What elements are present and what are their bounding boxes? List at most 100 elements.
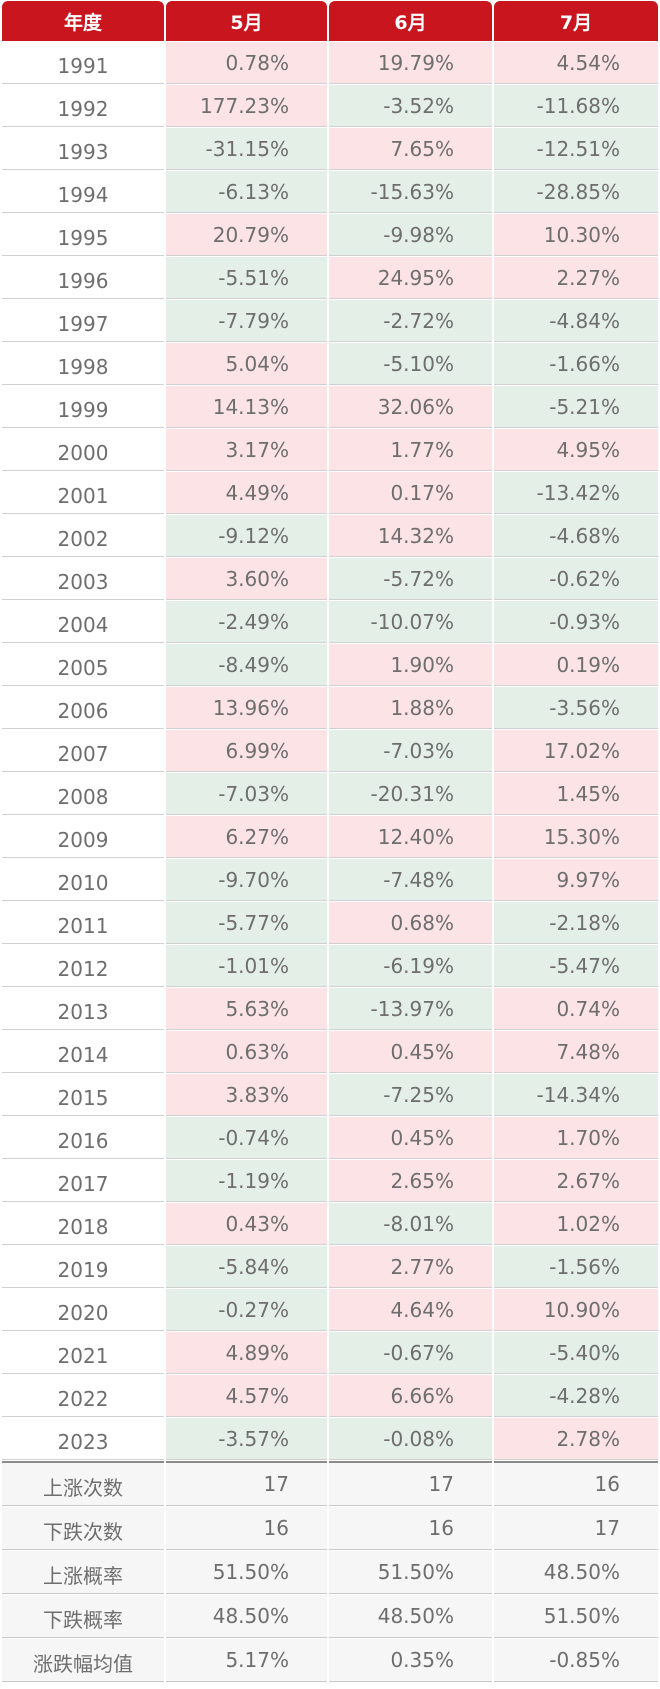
return-cell: -8.49% <box>166 644 327 686</box>
return-cell: -0.08% <box>329 1418 492 1460</box>
table-row: 2013 5.63% -13.97% 0.74% <box>2 988 658 1030</box>
return-cell: 3.17% <box>166 429 327 471</box>
summary-value: 16 <box>329 1507 492 1550</box>
year-cell: 2016 <box>2 1117 164 1159</box>
table-row: 2012 -1.01% -6.19% -5.47% <box>2 945 658 987</box>
return-cell: 0.45% <box>329 1117 492 1159</box>
year-cell: 1992 <box>2 85 164 127</box>
year-cell: 2002 <box>2 515 164 557</box>
return-cell: 6.99% <box>166 730 327 772</box>
summary-value: 16 <box>494 1461 658 1506</box>
return-cell: 1.77% <box>329 429 492 471</box>
return-cell: 1.70% <box>494 1117 658 1159</box>
year-cell: 1998 <box>2 343 164 385</box>
return-cell: 7.65% <box>329 128 492 170</box>
return-cell: -13.42% <box>494 472 658 514</box>
table-row: 2009 6.27% 12.40% 15.30% <box>2 816 658 858</box>
return-cell: 15.30% <box>494 816 658 858</box>
year-cell: 2023 <box>2 1418 164 1460</box>
return-cell: 1.90% <box>329 644 492 686</box>
summary-value: 51.50% <box>329 1551 492 1594</box>
year-cell: 2017 <box>2 1160 164 1202</box>
return-cell: -5.84% <box>166 1246 327 1288</box>
year-cell: 2008 <box>2 773 164 815</box>
return-cell: 5.63% <box>166 988 327 1030</box>
return-cell: 9.97% <box>494 859 658 901</box>
table-row: 2003 3.60% -5.72% -0.62% <box>2 558 658 600</box>
return-cell: 177.23% <box>166 85 327 127</box>
return-cell: 1.88% <box>329 687 492 729</box>
return-cell: -8.01% <box>329 1203 492 1245</box>
year-cell: 1994 <box>2 171 164 213</box>
return-cell: 4.64% <box>329 1289 492 1331</box>
return-cell: 32.06% <box>329 386 492 428</box>
summary-row: 上涨概率 51.50% 51.50% 48.50% <box>2 1551 658 1594</box>
summary-value: 16 <box>166 1507 327 1550</box>
summary-value: 51.50% <box>494 1595 658 1638</box>
year-cell: 2013 <box>2 988 164 1030</box>
table-row: 1992 177.23% -3.52% -11.68% <box>2 85 658 127</box>
return-cell: -2.18% <box>494 902 658 944</box>
table-row: 1996 -5.51% 24.95% 2.27% <box>2 257 658 299</box>
return-cell: -0.67% <box>329 1332 492 1374</box>
table-row: 1999 14.13% 32.06% -5.21% <box>2 386 658 428</box>
return-cell: -3.56% <box>494 687 658 729</box>
table-row: 2000 3.17% 1.77% 4.95% <box>2 429 658 471</box>
summary-label: 涨跌幅均值 <box>2 1639 164 1682</box>
return-cell: -31.15% <box>166 128 327 170</box>
return-cell: -7.03% <box>329 730 492 772</box>
year-cell: 2001 <box>2 472 164 514</box>
table-row: 1993 -31.15% 7.65% -12.51% <box>2 128 658 170</box>
table-row: 2014 0.63% 0.45% 7.48% <box>2 1031 658 1073</box>
table-row: 1998 5.04% -5.10% -1.66% <box>2 343 658 385</box>
return-cell: -3.57% <box>166 1418 327 1460</box>
table-row: 2023 -3.57% -0.08% 2.78% <box>2 1418 658 1460</box>
year-cell: 2000 <box>2 429 164 471</box>
return-cell: -7.03% <box>166 773 327 815</box>
table-row: 2001 4.49% 0.17% -13.42% <box>2 472 658 514</box>
return-cell: 0.78% <box>166 42 327 84</box>
return-cell: -0.27% <box>166 1289 327 1331</box>
return-cell: -9.70% <box>166 859 327 901</box>
table-row: 1991 0.78% 19.79% 4.54% <box>2 42 658 84</box>
summary-row: 上涨次数 17 17 16 <box>2 1461 658 1506</box>
summary-value: 5.17% <box>166 1639 327 1682</box>
year-cell: 1993 <box>2 128 164 170</box>
table-row: 2016 -0.74% 0.45% 1.70% <box>2 1117 658 1159</box>
year-cell: 1996 <box>2 257 164 299</box>
return-cell: -7.48% <box>329 859 492 901</box>
return-cell: 2.65% <box>329 1160 492 1202</box>
summary-value: 48.50% <box>494 1551 658 1594</box>
year-cell: 2018 <box>2 1203 164 1245</box>
summary-row: 下跌概率 48.50% 48.50% 51.50% <box>2 1595 658 1638</box>
year-cell: 2015 <box>2 1074 164 1116</box>
return-cell: 3.83% <box>166 1074 327 1116</box>
return-cell: 1.02% <box>494 1203 658 1245</box>
table-row: 2006 13.96% 1.88% -3.56% <box>2 687 658 729</box>
summary-value: 17 <box>494 1507 658 1550</box>
return-cell: 0.17% <box>329 472 492 514</box>
return-cell: -5.10% <box>329 343 492 385</box>
return-cell: -13.97% <box>329 988 492 1030</box>
return-cell: -5.21% <box>494 386 658 428</box>
return-cell: 14.32% <box>329 515 492 557</box>
year-cell: 2005 <box>2 644 164 686</box>
table-row: 2004 -2.49% -10.07% -0.93% <box>2 601 658 643</box>
table-row: 2010 -9.70% -7.48% 9.97% <box>2 859 658 901</box>
summary-label: 上涨概率 <box>2 1551 164 1594</box>
return-cell: 2.27% <box>494 257 658 299</box>
year-cell: 2012 <box>2 945 164 987</box>
year-cell: 2019 <box>2 1246 164 1288</box>
header-may: 5月 <box>166 1 327 41</box>
return-cell: 19.79% <box>329 42 492 84</box>
return-cell: 0.68% <box>329 902 492 944</box>
return-cell: 2.67% <box>494 1160 658 1202</box>
year-cell: 2006 <box>2 687 164 729</box>
return-cell: -4.68% <box>494 515 658 557</box>
return-cell: 13.96% <box>166 687 327 729</box>
return-cell: 6.27% <box>166 816 327 858</box>
return-cell: 20.79% <box>166 214 327 256</box>
year-cell: 1997 <box>2 300 164 342</box>
year-cell: 2003 <box>2 558 164 600</box>
